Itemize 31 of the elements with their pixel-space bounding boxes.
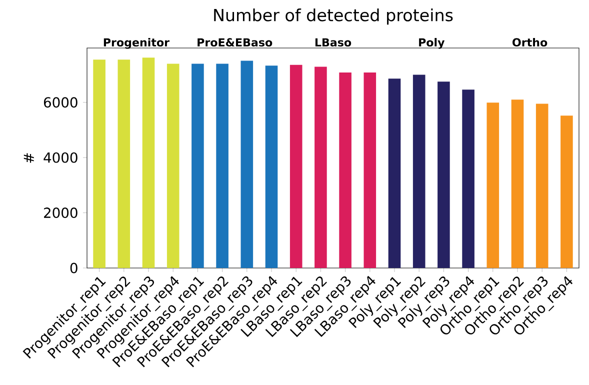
annotation: Poly [419, 38, 445, 49]
bar [166, 64, 180, 268]
y-axis-title: # [24, 153, 34, 163]
annotation: Progenitor [104, 38, 170, 49]
y-tick-label: 6000 [44, 97, 78, 108]
y-tick-label: 2000 [44, 208, 78, 218]
bar [265, 66, 278, 268]
text: ProE&EBaso [198, 38, 272, 47]
text: LBaso [315, 38, 352, 47]
bar [339, 72, 352, 268]
bar [216, 64, 228, 268]
bar [412, 74, 426, 268]
bar [536, 104, 548, 268]
bar [438, 82, 450, 268]
y-tick-label: 0 [70, 262, 78, 274]
bar [118, 60, 130, 268]
bar [142, 58, 155, 268]
bar [192, 64, 204, 268]
bar [364, 72, 376, 268]
y-tick-label: 4000 [44, 152, 78, 163]
bar [290, 64, 302, 268]
bar [240, 60, 254, 268]
text: Ortho [512, 38, 548, 47]
bar [388, 78, 401, 268]
bar [93, 60, 106, 268]
bar [560, 116, 573, 268]
bar [462, 90, 474, 268]
chart-title: Number of detected proteins [214, 8, 453, 25]
bar [486, 102, 500, 268]
bar [314, 66, 327, 268]
bar [511, 100, 524, 268]
